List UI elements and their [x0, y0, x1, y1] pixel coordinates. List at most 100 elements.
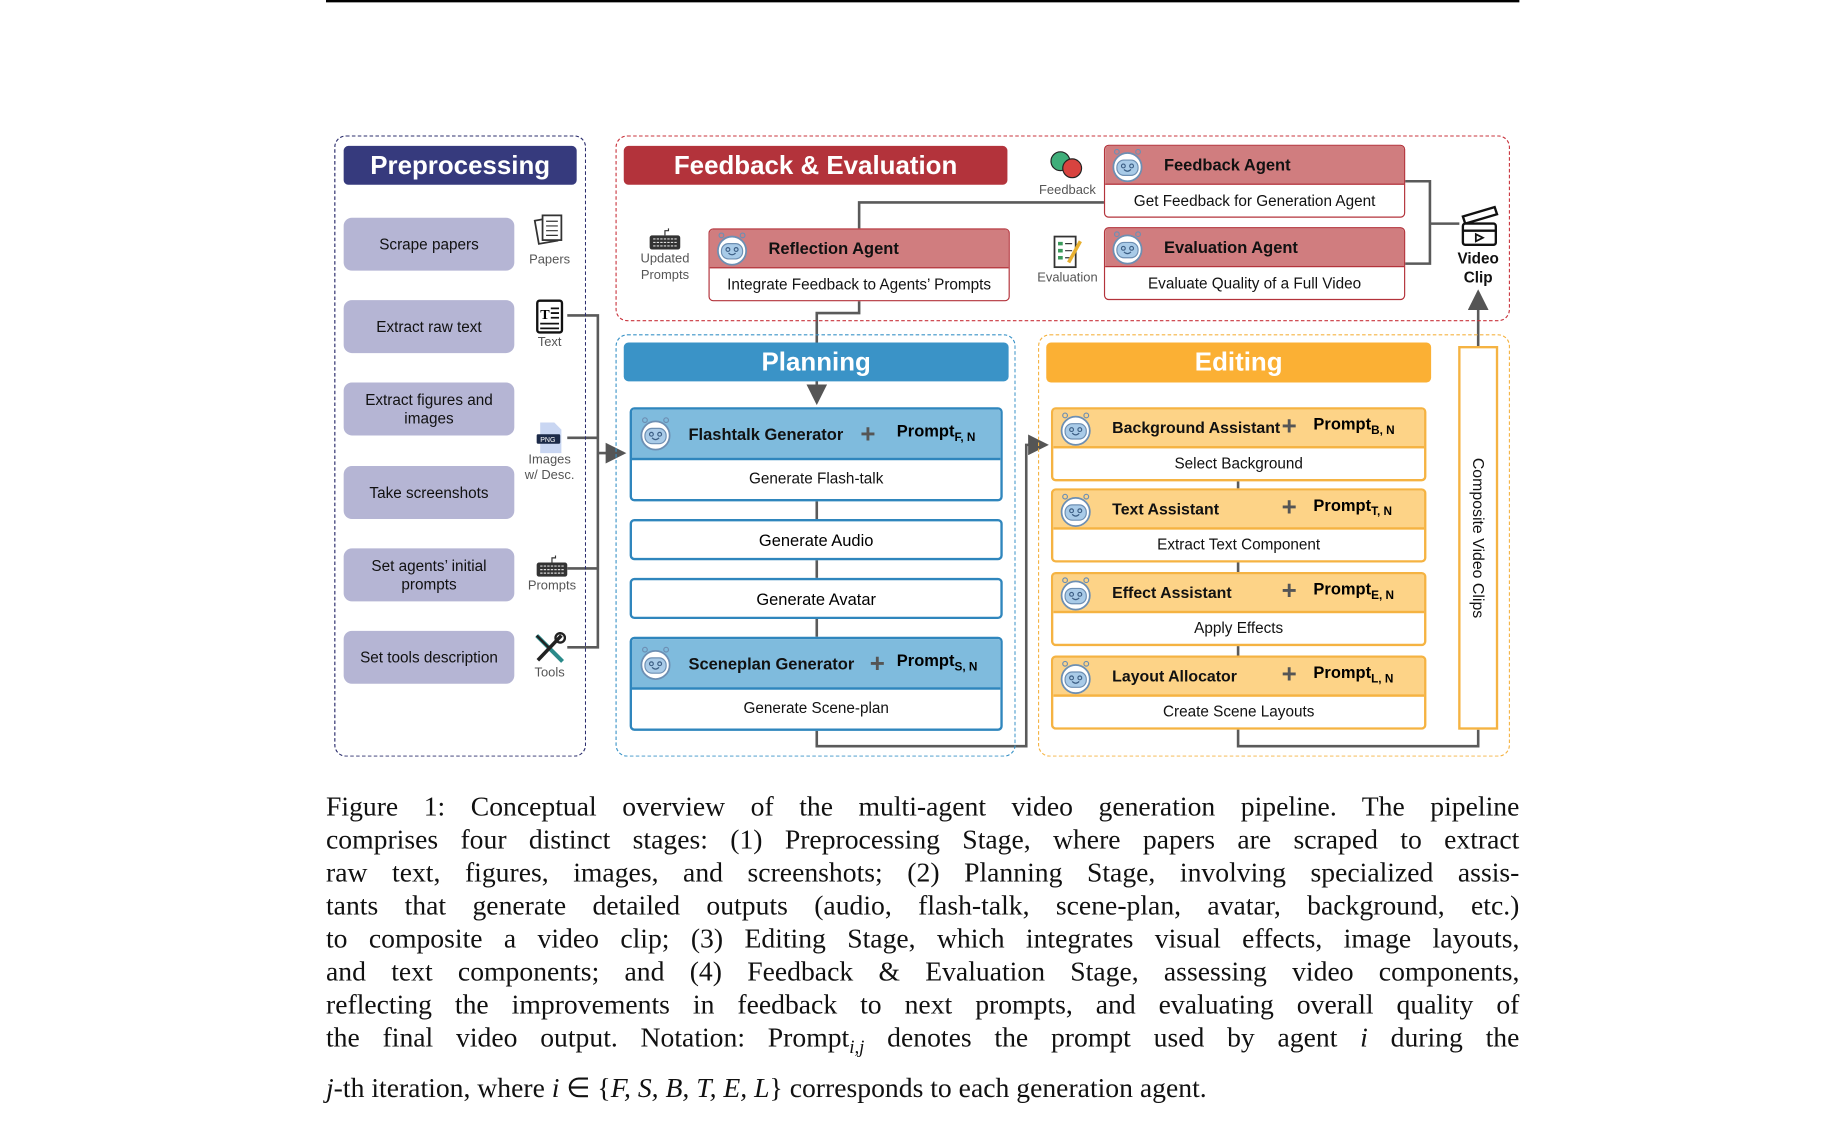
editing-to-composite — [1236, 729, 1480, 748]
caption-line: tants that generate detailed outputs (au… — [326, 891, 1520, 922]
caption-line: and text components; and (4) Feedback & … — [326, 956, 1520, 988]
feedback-label: Feedback — [1039, 183, 1096, 198]
caption-line: Figure 1: Conceptual overview of the mul… — [326, 792, 1520, 823]
feedback-agent-task: Get Feedback for Generation Agent — [1133, 191, 1376, 209]
images-desc-label: w/ Desc. — [524, 468, 575, 483]
papers-label: Papers — [529, 253, 571, 268]
papers-icon — [533, 214, 563, 245]
extract-raw-text: Extract raw text — [343, 300, 515, 354]
clapperboard-icon — [1461, 205, 1499, 246]
text-connector — [567, 314, 600, 649]
prompts-label: Prompts — [527, 579, 577, 594]
generate-audio: Generate Audio — [629, 519, 1003, 561]
robot-icon — [638, 645, 673, 680]
feedback-line — [857, 201, 1104, 229]
keyboard-icon — [536, 555, 568, 577]
caption-line: the final video output. Notation: Prompt… — [326, 1022, 1520, 1058]
agent-name: Background Assistant — [1112, 418, 1281, 437]
plus-icon: + — [860, 418, 876, 449]
svg-text:PNG: PNG — [540, 437, 555, 444]
video-clip-label: Video — [1457, 249, 1499, 268]
keyboard-icon — [649, 228, 681, 250]
reflection-agent-task: Integrate Feedback to Agents’ Prompts — [727, 274, 992, 293]
generate-avatar: Generate Avatar — [629, 577, 1003, 620]
flashtalk-generator: Flashtalk Generator + PromptF, N Generat… — [629, 407, 1003, 502]
set-initial-prompts: Set agents’ initial prompts — [343, 548, 515, 602]
caption-line: raw text, figures, images, and screensho… — [326, 858, 1520, 889]
scrape-papers: Scrape papers — [343, 217, 515, 271]
svg-text:T: T — [540, 307, 550, 323]
composite-video-clips: Composite Video Clips — [1458, 346, 1499, 730]
agent-task: Apply Effects — [1194, 618, 1284, 637]
caption-line: reflecting the improvements in feedback … — [326, 989, 1520, 1021]
caption-line: to composite a video clip; (3) Editing S… — [326, 923, 1520, 955]
planning-title: Planning — [623, 342, 1009, 382]
agent-prompt: PromptL, N — [1313, 662, 1394, 686]
editing-agent-layout-allocator: Layout Allocator + PromptL, N Create Sce… — [1050, 655, 1427, 730]
evaluation-label: Evaluation — [1037, 270, 1098, 285]
editing-title: Editing — [1046, 342, 1432, 383]
preprocessing-title: Preprocessing — [343, 145, 577, 185]
reflection-agent-name: Reflection Agent — [768, 238, 899, 258]
planning-to-editing-arrow — [815, 434, 1049, 748]
tools-icon — [535, 631, 567, 663]
agent-name: Effect Assistant — [1112, 583, 1232, 602]
updated-prompts-label: Updated — [640, 251, 690, 266]
set-tools-description: Set tools description — [343, 630, 515, 684]
robot-icon — [1110, 229, 1145, 265]
editing-agent-background-assistant: Background Assistant + PromptB, N Select… — [1050, 407, 1427, 482]
agent-task: Extract Text Component — [1157, 534, 1321, 553]
agent-prompt: PromptE, N — [1313, 579, 1394, 603]
sceneplan-generator-name: Sceneplan Generator — [688, 653, 855, 673]
plus-icon: + — [1281, 491, 1297, 522]
robot-icon — [1110, 147, 1145, 183]
feedback-thumbs-icon — [1050, 151, 1083, 179]
extract-figures: Extract figures and images — [343, 382, 515, 436]
png-file-icon: PNG — [536, 422, 562, 454]
sceneplan-generator: Sceneplan Generator + PromptS, N Generat… — [629, 636, 1003, 731]
top-rule — [326, 0, 1520, 2]
agent-prompt: PromptB, N — [1313, 414, 1395, 438]
evaluation-agent-name: Evaluation Agent — [1163, 237, 1298, 257]
text-label: Text — [537, 335, 562, 350]
composite-label: Composite Video Clips — [1469, 457, 1488, 619]
robot-icon — [1058, 492, 1093, 527]
robot-icon — [1058, 576, 1093, 611]
flashtalk-task: Generate Flash-talk — [748, 468, 884, 487]
flashtalk-generator-name: Flashtalk Generator — [688, 424, 844, 444]
caption-line: j-th iteration, where i ∈ {F, S, B, T, E… — [326, 1073, 1207, 1104]
figure-caption: Figure 1: Conceptual overview of the mul… — [326, 791, 1519, 1105]
evaluation-agent: Evaluation Agent Evaluate Quality of a F… — [1103, 227, 1406, 301]
caption-line: comprises four distinct stages: (1) Prep… — [326, 825, 1520, 856]
evaluation-agent-task: Evaluate Quality of a Full Video — [1147, 273, 1362, 292]
take-screenshots: Take screenshots — [343, 466, 515, 520]
agent-task: Select Background — [1174, 453, 1303, 472]
editing-stage — [1038, 334, 1510, 757]
agents-to-video-line — [1405, 179, 1460, 265]
agent-name: Layout Allocator — [1112, 667, 1237, 685]
tools-label: Tools — [534, 666, 565, 681]
reflection-agent: Reflection Agent Integrate Feedback to A… — [708, 228, 1010, 302]
flashtalk-prompt: PromptF, N — [896, 421, 976, 445]
video-clip-label-2: Clip — [1463, 268, 1493, 286]
editing-agent-effect-assistant: Effect Assistant + PromptE, N Apply Effe… — [1050, 571, 1427, 647]
plus-icon: + — [1281, 410, 1297, 441]
robot-icon — [1058, 659, 1093, 695]
robot-icon — [1058, 411, 1093, 446]
text-document-icon: T — [536, 299, 564, 334]
images-label: Images — [528, 453, 571, 468]
feedback-evaluation-stage — [615, 135, 1510, 322]
robot-icon — [638, 415, 673, 451]
plus-icon: + — [1281, 575, 1297, 605]
agent-task: Create Scene Layouts — [1162, 702, 1315, 720]
preprocessing-stage — [334, 135, 587, 757]
editing-agent-text-assistant: Text Assistant + PromptT, N Extract Text… — [1050, 488, 1427, 563]
sceneplan-task: Generate Scene-plan — [743, 698, 889, 717]
feedback-agent: Feedback Agent Get Feedback for Generati… — [1103, 144, 1406, 218]
robot-icon — [714, 231, 749, 266]
evaluation-checklist-icon — [1053, 235, 1082, 269]
plus-icon: + — [869, 648, 885, 678]
feedback-agent-name: Feedback Agent — [1163, 155, 1291, 175]
feedback-evaluation-title: Feedback & Evaluation — [623, 145, 1008, 185]
